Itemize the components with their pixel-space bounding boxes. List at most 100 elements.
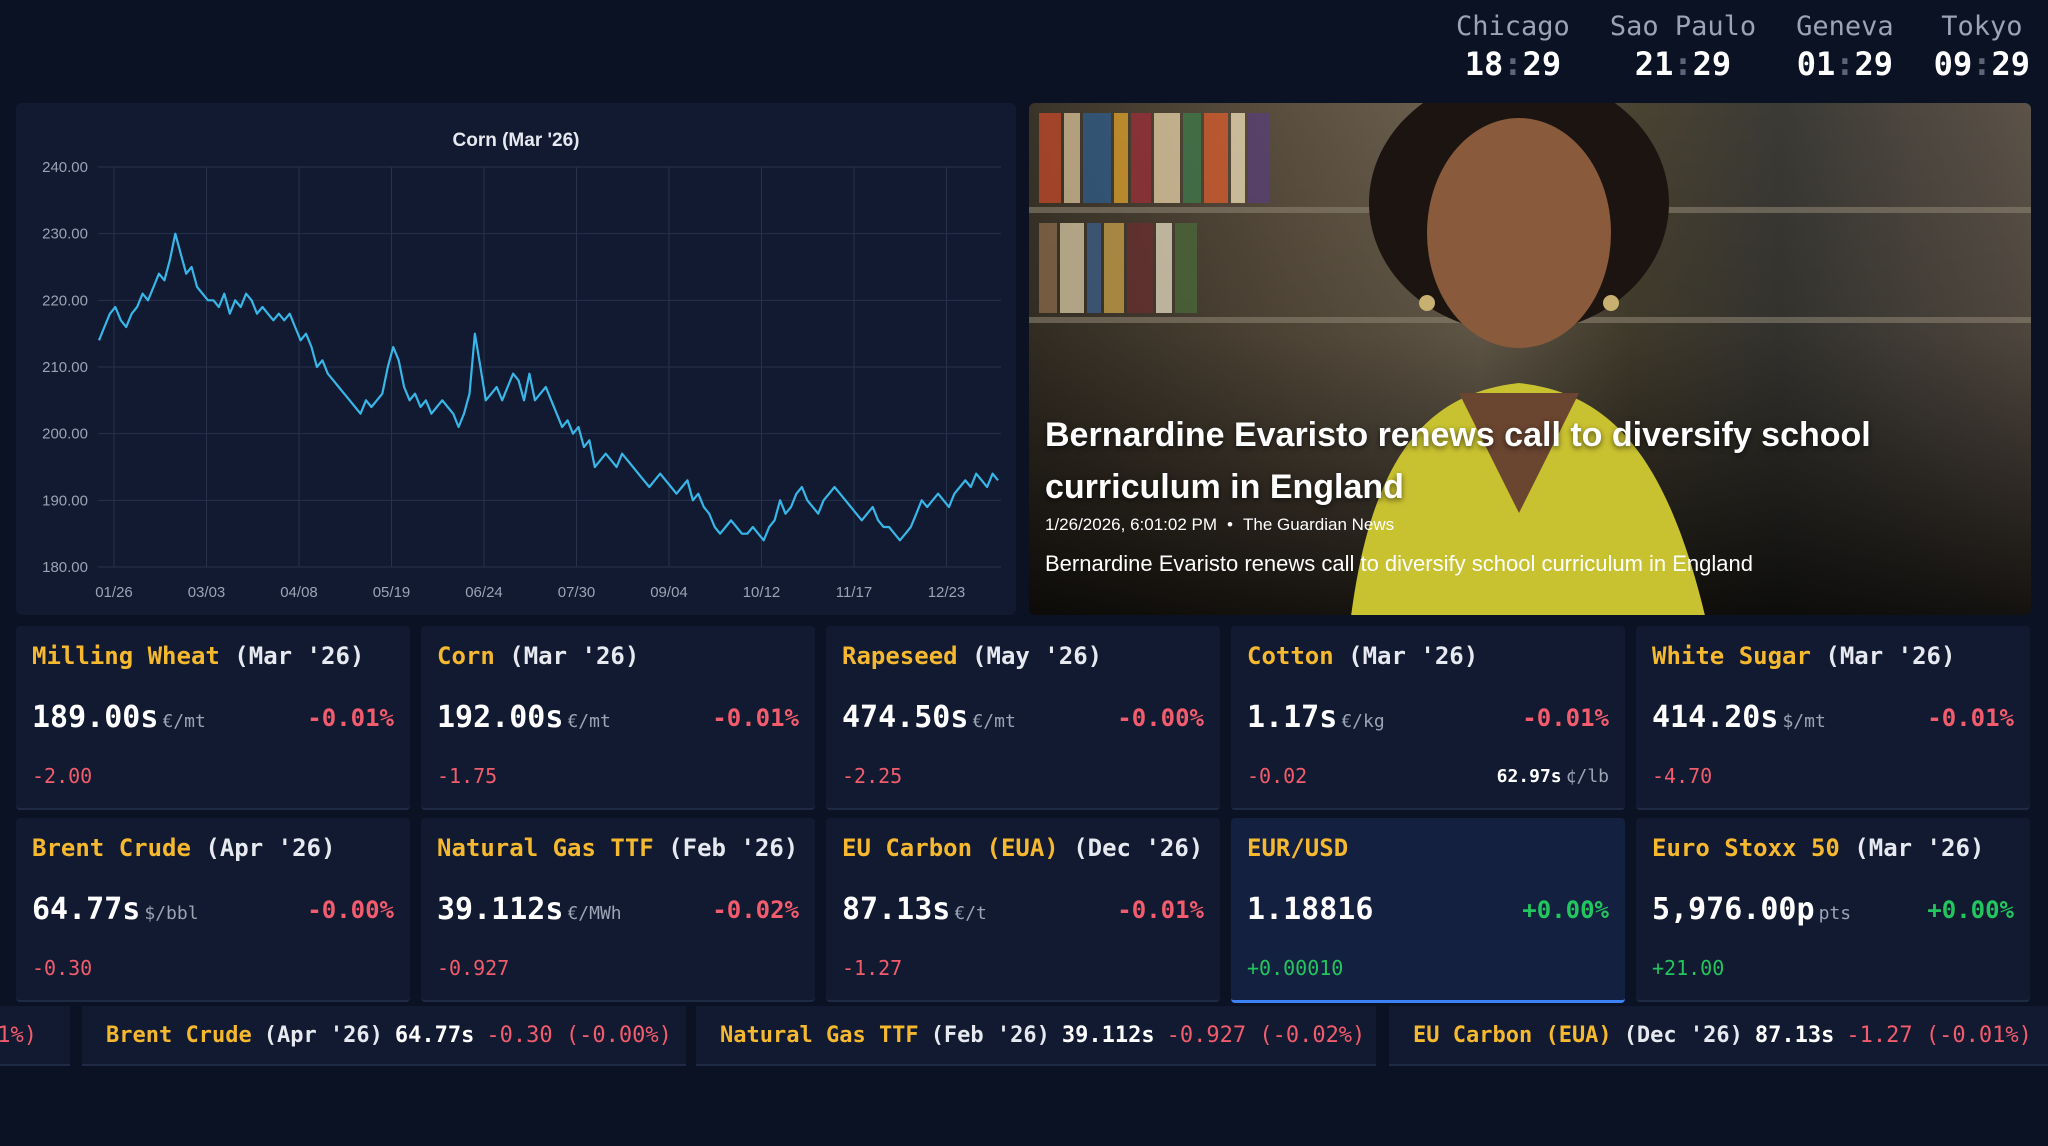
quote-name: EUR/USD xyxy=(1247,834,1349,862)
quote-title: Brent Crude (Apr '26) xyxy=(32,834,335,862)
ticker-contract: (Dec '26) xyxy=(1623,1022,1743,1048)
ticker-contract: (Feb '26) xyxy=(930,1022,1050,1048)
ticker-item[interactable]: Brent Crude (Apr '26) 64.77s -0.30 (-0.00%) xyxy=(82,1006,686,1066)
ticker-price: 39.112s xyxy=(1061,1022,1155,1048)
chart-x-tick-label: 10/12 xyxy=(743,584,781,601)
price-ticker: 01%) Brent Crude (Apr '26) 64.77s -0.30 (-0.… xyxy=(0,1006,2048,1066)
chart-x-tick-label: 07/30 xyxy=(558,584,596,601)
quote-price: 39.112s xyxy=(437,892,564,927)
ticker-name: EU Carbon (EUA) xyxy=(1413,1022,1612,1048)
ticker-item[interactable]: EU Carbon (EUA) (Dec '26) 87.13s -1.27 (-0.… xyxy=(1389,1006,2048,1066)
chart-x-tick-label: 06/24 xyxy=(465,584,503,601)
clock-city: Sao Paulo xyxy=(1609,11,1757,42)
quote-net-change: +21.00 xyxy=(1652,956,1725,980)
clock-hours: 21 xyxy=(1634,45,1674,83)
ticker-price: 87.13s xyxy=(1754,1022,1835,1048)
quote-contract: (Feb '26) xyxy=(668,834,799,862)
ticker-item[interactable]: Natural Gas TTF (Feb '26) 39.112s -0.927 (-… xyxy=(696,1006,1376,1066)
quote-price-row: 1.18816 xyxy=(1247,892,1377,927)
ticker-item[interactable]: 01%) xyxy=(0,1006,70,1066)
quote-price: 474.50s xyxy=(842,700,969,735)
quote-card[interactable]: Corn (Mar '26) 192.00s €/mt -0.01% -1.75 xyxy=(421,626,815,810)
ticker-change: -0.927 (-0.02%) xyxy=(1166,1022,1366,1048)
news-headline[interactable]: Bernardine Evaristo renews call to diver… xyxy=(1045,416,1871,506)
news-meta-separator: • xyxy=(1227,515,1233,534)
quote-price: 64.77s xyxy=(32,892,141,927)
quote-price-row: 87.13s €/t xyxy=(842,892,987,927)
quote-percent-change: -0.01% xyxy=(1927,704,2014,732)
quote-percent-change: +0.00% xyxy=(1522,896,1609,924)
quote-card[interactable]: EUR/USD 1.18816 +0.00% +0.00010 xyxy=(1231,818,1625,1003)
quote-price-row: 39.112s €/MWh xyxy=(437,892,622,927)
quote-card[interactable]: Rapeseed (May '26) 474.50s €/mt -0.00% -2.25 xyxy=(826,626,1220,810)
quote-price: 189.00s xyxy=(32,700,159,735)
clock-time: 21:29 xyxy=(1610,44,1756,84)
quote-card[interactable]: Natural Gas TTF (Feb '26) 39.112s €/MWh -0.… xyxy=(421,818,815,1002)
quote-contract: (May '26) xyxy=(972,642,1103,670)
quote-card[interactable]: White Sugar (Mar '26) 414.20s $/mt -0.01% -4… xyxy=(1636,626,2030,810)
chart-x-tick-label: 05/19 xyxy=(373,584,411,601)
chart-y-tick-label: 230.00 xyxy=(42,226,88,243)
clock-separator: : xyxy=(1835,45,1855,83)
clock-time: 01:29 xyxy=(1796,44,1894,84)
chart-y-tick-label: 240.00 xyxy=(42,159,88,176)
clock-separator: : xyxy=(1673,45,1693,83)
clock-tokyo: Tokyo 09:29 xyxy=(1934,10,2030,84)
clock-minutes: 29 xyxy=(1991,45,2030,83)
quote-name: White Sugar xyxy=(1652,642,1811,670)
quote-contract: (Apr '26) xyxy=(205,834,336,862)
quote-percent-change: -0.01% xyxy=(1117,896,1204,924)
quote-alt-value: 62.97s xyxy=(1496,766,1562,787)
quote-name: Corn xyxy=(437,642,495,670)
quote-percent-change: -0.01% xyxy=(1522,704,1609,732)
clock-minutes: 29 xyxy=(1692,45,1732,83)
quote-percent-change: -0.00% xyxy=(307,896,394,924)
quote-net-change: -0.927 xyxy=(437,956,510,980)
quote-unit: €/mt xyxy=(162,711,206,732)
quote-title: Corn (Mar '26) xyxy=(437,642,639,670)
quote-alt-price: 62.97s ¢/lb xyxy=(1497,766,1609,787)
quote-net-change: -0.30 xyxy=(32,956,93,980)
quote-title: White Sugar (Mar '26) xyxy=(1652,642,1955,670)
quote-card[interactable]: Milling Wheat (Mar '26) 189.00s €/mt -0.01%… xyxy=(16,626,410,810)
quote-card[interactable]: Cotton (Mar '26) 1.17s €/kg -0.01% -0.02 62.9… xyxy=(1231,626,1625,810)
chart-y-tick-label: 190.00 xyxy=(42,492,88,509)
chart-x-tick-label: 11/17 xyxy=(836,584,872,601)
chart-y-axis: 240.00 230.00 220.00 210.00 200.00 190.00 180.… xyxy=(42,159,88,576)
quote-title: Cotton (Mar '26) xyxy=(1247,642,1478,670)
quote-card[interactable]: Euro Stoxx 50 (Mar '26) 5,976.00p pts +0.00… xyxy=(1636,818,2030,1002)
quote-percent-change: +0.00% xyxy=(1927,896,2014,924)
quote-unit: €/t xyxy=(954,903,987,924)
quote-title: EU Carbon (EUA) (Dec '26) xyxy=(842,834,1203,862)
quote-title: EUR/USD xyxy=(1247,834,1348,862)
clock-time: 09:29 xyxy=(1934,44,2030,84)
quote-title: Rapeseed (May '26) xyxy=(842,642,1102,670)
news-source: The Guardian News xyxy=(1242,515,1395,534)
quote-alt-unit: ¢/lb xyxy=(1565,766,1609,787)
quote-unit: €/mt xyxy=(972,711,1016,732)
clock-hours: 01 xyxy=(1796,45,1836,83)
quote-unit: €/mt xyxy=(567,711,611,732)
clock-city: Chicago xyxy=(1456,11,1570,42)
quote-price: 1.17s xyxy=(1247,700,1338,735)
quote-card[interactable]: Brent Crude (Apr '26) 64.77s $/bbl -0.00% -0… xyxy=(16,818,410,1002)
quote-net-change: -0.02 xyxy=(1247,764,1308,788)
quote-price-row: 474.50s €/mt xyxy=(842,700,1016,735)
chart-series-line xyxy=(97,232,999,542)
quote-card[interactable]: EU Carbon (EUA) (Dec '26) 87.13s €/t -0.01%… xyxy=(826,818,1220,1002)
clock-chicago: Chicago 18:29 xyxy=(1456,10,1570,84)
quote-unit: pts xyxy=(1818,903,1852,924)
news-card[interactable]: Bernardine Evaristo renews call to diver… xyxy=(1029,103,2031,615)
clock-geneva: Geneva 01:29 xyxy=(1796,10,1894,84)
chart-x-axis: 01/26 03/03 04/08 05/19 06/24 07/30 09/04 10/12… xyxy=(95,584,965,601)
news-summary: Bernardine Evaristo renews call to diver… xyxy=(1045,551,1753,576)
clock-city: Geneva xyxy=(1796,11,1894,42)
quote-contract: (Mar '26) xyxy=(1825,642,1956,670)
chart-x-tick-label: 12/23 xyxy=(928,584,966,601)
quote-name: EU Carbon (EUA) xyxy=(842,834,1059,862)
quote-name: Natural Gas TTF xyxy=(437,834,654,862)
quote-unit: €/kg xyxy=(1341,711,1385,732)
quote-net-change: -2.25 xyxy=(842,764,903,788)
chart-y-tick-label: 220.00 xyxy=(42,292,88,309)
quote-contract: (Mar '26) xyxy=(509,642,640,670)
